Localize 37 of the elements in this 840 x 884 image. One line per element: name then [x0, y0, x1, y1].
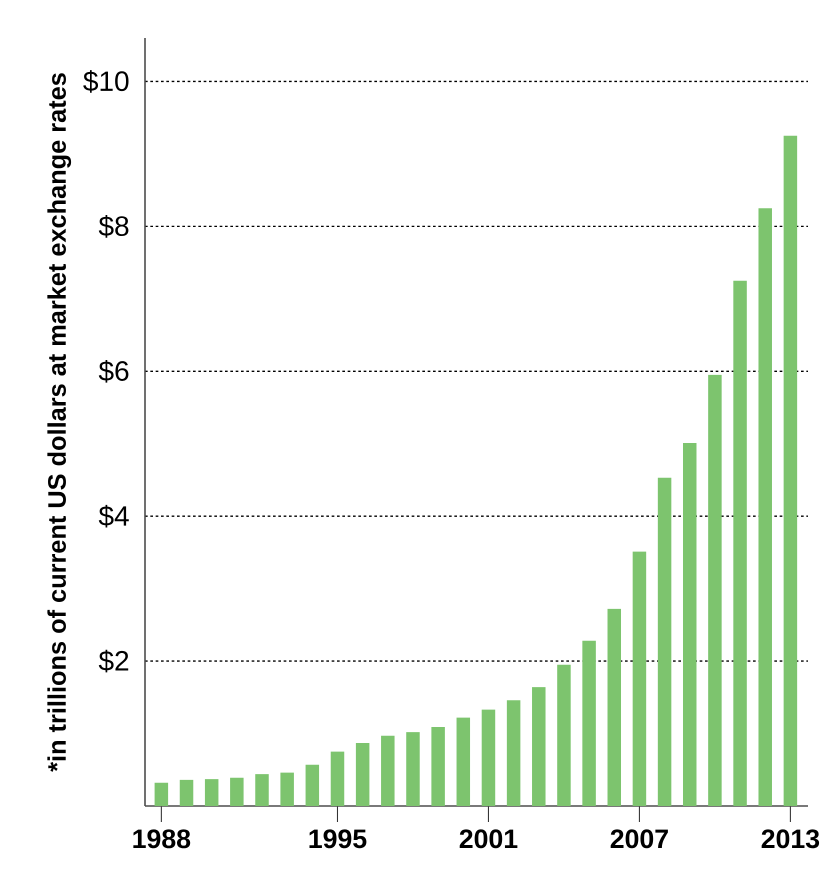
bar — [154, 782, 168, 806]
bar — [255, 774, 269, 806]
x-tick-label: 1995 — [309, 829, 366, 848]
y-axis-title: *in trillions of current US dollars at market exchange rates — [47, 73, 72, 772]
y-tick-label: $8 — [98, 215, 128, 238]
x-tick-label: 2007 — [610, 829, 668, 848]
bar — [784, 136, 798, 806]
bar — [733, 280, 747, 806]
bar — [406, 732, 420, 806]
bar — [306, 764, 320, 806]
bar — [180, 780, 194, 806]
y-tick-label: $6 — [98, 360, 128, 383]
bar — [381, 736, 395, 806]
y-tick-label: $2 — [98, 650, 128, 672]
bar — [532, 687, 546, 806]
bar — [330, 752, 344, 806]
x-tick-label: 1988 — [133, 829, 190, 848]
bar — [658, 478, 672, 806]
x-tick-label: 2013 — [762, 829, 820, 848]
bar — [557, 664, 571, 806]
bar — [431, 727, 445, 806]
bar — [456, 718, 470, 806]
bar — [632, 552, 646, 806]
bar — [230, 778, 244, 806]
bar — [682, 443, 696, 806]
bar — [758, 208, 772, 806]
bar — [356, 742, 370, 806]
x-tick-label: 2001 — [460, 829, 518, 848]
bar — [708, 374, 722, 806]
y-tick-label: $4 — [98, 504, 129, 528]
bar — [506, 700, 520, 806]
bar — [582, 640, 596, 806]
bar — [280, 772, 294, 806]
y-tick-label: $10 — [83, 70, 129, 93]
bar — [482, 710, 496, 806]
bar — [204, 779, 218, 806]
bar — [608, 608, 622, 806]
